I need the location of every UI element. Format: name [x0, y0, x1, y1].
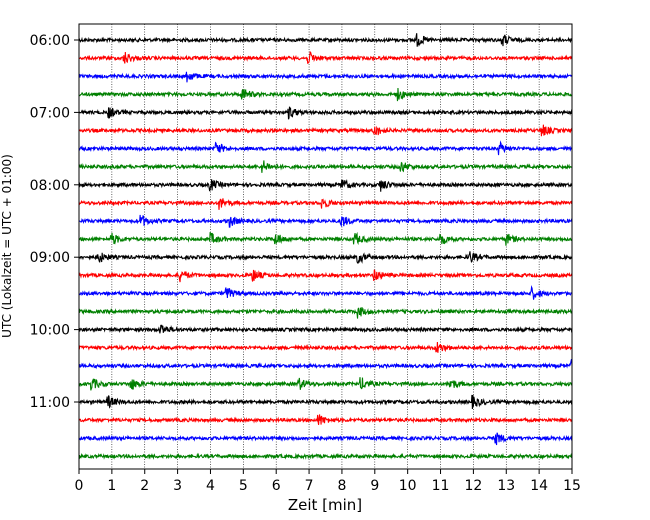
- x-axis-ticks: 0 1 2 3 4 5 6 7 8 9 10 11 12 13 14 15: [75, 469, 581, 494]
- trace-0745: [78, 160, 573, 173]
- x-tick-label-4: 4: [206, 478, 215, 494]
- trace-0915: [78, 269, 573, 283]
- x-axis-label: Zeit [min]: [288, 496, 362, 514]
- x-tick-label-11: 11: [432, 478, 450, 494]
- seismogram-traces: [78, 33, 573, 461]
- trace-0815: [78, 198, 573, 210]
- y-tick-label-0800: 08:00: [30, 178, 70, 194]
- vertical-grid: [111, 24, 540, 469]
- y-tick-label-1100: 11:00: [30, 395, 70, 411]
- trace-0930: [78, 285, 573, 300]
- x-tick-label-5: 5: [239, 478, 248, 494]
- trace-1045: [78, 377, 573, 391]
- x-tick-label-7: 7: [305, 478, 314, 494]
- y-tick-label-0700: 07:00: [30, 105, 70, 121]
- trace-0845: [78, 231, 573, 246]
- trace-0630: [78, 71, 573, 83]
- trace-1115: [78, 414, 573, 425]
- x-tick-label-6: 6: [272, 478, 281, 494]
- trace-0730: [78, 140, 573, 156]
- x-tick-label-13: 13: [497, 478, 515, 494]
- plot-frame: [78, 23, 573, 470]
- trace-0600: [78, 33, 573, 47]
- trace-0715: [78, 124, 573, 137]
- x-tick-label-8: 8: [337, 478, 346, 494]
- x-tick-label-1: 1: [107, 478, 116, 494]
- trace-0900: [78, 251, 573, 264]
- y-tick-label-0900: 09:00: [30, 250, 70, 266]
- x-tick-label-9: 9: [370, 478, 379, 494]
- trace-1145: [78, 452, 573, 461]
- y-tick-label-0600: 06:00: [30, 33, 70, 49]
- trace-0945: [78, 307, 573, 319]
- x-tick-label-3: 3: [173, 478, 182, 494]
- x-tick-label-14: 14: [530, 478, 548, 494]
- trace-0830: [78, 214, 573, 228]
- x-tick-label-15: 15: [563, 478, 581, 494]
- x-tick-label-10: 10: [399, 478, 417, 494]
- trace-1000: [78, 324, 573, 334]
- trace-1100: [78, 394, 573, 410]
- trace-1130: [78, 432, 573, 446]
- x-tick-label-0: 0: [75, 478, 84, 494]
- trace-0800: [78, 178, 573, 192]
- trace-1030: [78, 358, 573, 370]
- x-tick-label-12: 12: [464, 478, 482, 494]
- y-axis-ticks: 06:00 07:00 08:00 09:00 10:00 11:00: [30, 33, 79, 411]
- y-tick-label-1000: 10:00: [30, 323, 70, 339]
- trace-1015: [78, 341, 573, 353]
- trace-0615: [78, 50, 573, 64]
- trace-0645: [78, 87, 573, 102]
- x-tick-label-2: 2: [140, 478, 149, 494]
- y-axis-label: UTC (Lokalzeit = UTC + 01:00): [0, 154, 14, 338]
- trace-0700: [78, 106, 573, 120]
